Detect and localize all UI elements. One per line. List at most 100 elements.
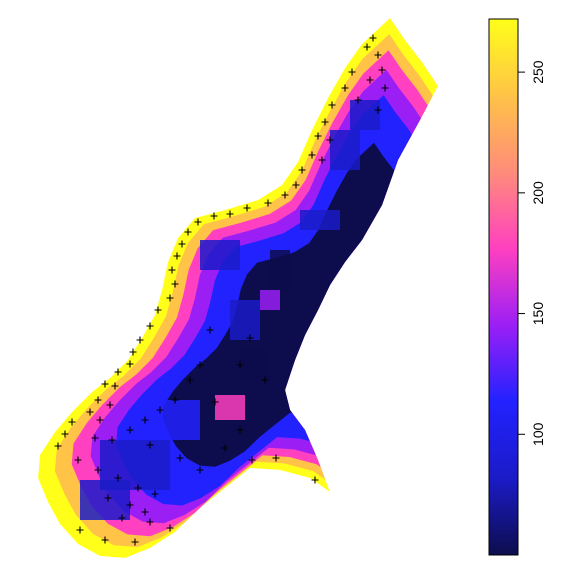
sample-point-marker xyxy=(114,474,122,482)
sample-point-marker xyxy=(186,376,194,384)
sample-point-marker xyxy=(246,334,254,342)
color-legend-bar xyxy=(488,18,519,556)
color-legend-tick-label: 250 xyxy=(530,60,546,84)
sample-point-marker xyxy=(168,266,176,274)
sample-point-marker xyxy=(318,156,326,164)
sample-point-marker xyxy=(96,416,104,424)
sample-point-marker xyxy=(76,526,84,534)
sample-point-marker xyxy=(146,322,154,330)
heatmap-map xyxy=(38,18,438,558)
sample-point-marker xyxy=(374,106,382,114)
sample-point-marker xyxy=(134,484,142,492)
sample-point-marker xyxy=(194,218,202,226)
sample-point-marker xyxy=(54,442,62,450)
sample-point-marker xyxy=(94,466,102,474)
sample-point-marker xyxy=(210,212,218,220)
sample-point-marker xyxy=(141,508,149,516)
color-legend-tick-label: 100 xyxy=(530,422,546,446)
sample-point-marker xyxy=(101,380,109,388)
sample-point-marker xyxy=(196,466,204,474)
heatmap-patch xyxy=(300,210,340,230)
sample-point-marker xyxy=(126,501,134,509)
sample-point-marker xyxy=(129,348,137,356)
sample-point-marker xyxy=(91,434,99,442)
sample-point-marker xyxy=(178,240,186,248)
sample-point-marker xyxy=(226,210,234,218)
sample-point-marker xyxy=(146,441,154,449)
sample-point-marker xyxy=(141,416,149,424)
sample-point-marker xyxy=(68,418,76,426)
sample-point-marker xyxy=(136,336,144,344)
sample-point-marker xyxy=(206,326,214,334)
sample-point-marker xyxy=(311,476,319,484)
sample-point-marker xyxy=(326,136,334,144)
sample-point-marker xyxy=(261,376,269,384)
sample-point-marker xyxy=(173,252,181,260)
heatmap-patch xyxy=(215,395,245,420)
heatmap-patch xyxy=(200,240,240,270)
sample-point-marker xyxy=(196,361,204,369)
sample-point-marker xyxy=(114,368,122,376)
sample-point-marker xyxy=(126,426,134,434)
sample-point-marker xyxy=(101,536,109,544)
sample-point-marker xyxy=(108,436,116,444)
sample-point-marker xyxy=(156,406,164,414)
heatmap-core-low-values xyxy=(162,142,403,467)
sample-point-marker xyxy=(363,43,371,51)
heatmap-patch xyxy=(140,400,200,440)
heatmap-patch xyxy=(240,350,270,380)
sample-point-marker xyxy=(74,456,82,464)
sample-point-marker xyxy=(248,456,256,464)
heatmap-pixel-texture xyxy=(80,100,380,520)
sample-point-marker xyxy=(328,101,336,109)
sample-point-marker xyxy=(166,294,174,302)
sample-point-marker xyxy=(176,454,184,462)
color-legend-tick-label: 150 xyxy=(530,302,546,326)
color-legend-ticks: 100 150 200 250 xyxy=(518,60,546,446)
sample-point-marker xyxy=(321,118,329,126)
sample-point-marker xyxy=(166,524,174,532)
sample-point-marker xyxy=(106,401,114,409)
heatmap-patch xyxy=(260,290,280,310)
heatmap-patch xyxy=(80,480,130,520)
sample-point-marker xyxy=(146,518,154,526)
sample-point-marker xyxy=(151,490,159,498)
sample-point-marker xyxy=(94,396,102,404)
sample-point-marker xyxy=(308,151,316,159)
sample-point-marker xyxy=(354,96,362,104)
sample-point-marker xyxy=(374,51,382,59)
color-legend: 100 150 200 250 xyxy=(488,18,546,556)
sample-point-marker xyxy=(211,398,219,406)
sample-point-marker xyxy=(118,514,126,522)
sample-point-marker xyxy=(314,132,322,140)
sample-markers xyxy=(54,34,389,546)
sample-point-marker xyxy=(341,84,349,92)
sample-point-marker xyxy=(264,199,272,207)
sample-point-marker xyxy=(236,361,244,369)
sample-point-marker xyxy=(292,181,300,189)
sample-point-marker xyxy=(369,34,377,42)
sample-point-marker xyxy=(86,408,94,416)
heatmap-patch xyxy=(350,100,380,130)
sample-point-marker xyxy=(104,494,112,502)
sample-point-marker xyxy=(154,306,162,314)
color-legend-tick-label: 200 xyxy=(530,181,546,205)
heatmap-patch xyxy=(270,250,290,290)
sample-point-marker xyxy=(111,382,119,390)
sample-point-marker xyxy=(131,538,139,546)
sample-point-marker xyxy=(171,280,179,288)
sample-point-marker xyxy=(61,430,69,438)
sample-point-marker xyxy=(171,396,179,404)
sample-point-marker xyxy=(348,68,356,76)
sample-point-marker xyxy=(184,228,192,236)
heatmap-patch xyxy=(330,130,360,170)
sample-point-marker xyxy=(272,454,280,462)
sample-point-marker xyxy=(236,426,244,434)
heatmap-surface xyxy=(38,18,438,558)
sample-point-marker xyxy=(381,84,389,92)
sample-point-marker xyxy=(298,166,306,174)
sample-point-marker xyxy=(378,66,386,74)
sample-point-marker xyxy=(243,204,251,212)
sample-point-marker xyxy=(221,444,229,452)
